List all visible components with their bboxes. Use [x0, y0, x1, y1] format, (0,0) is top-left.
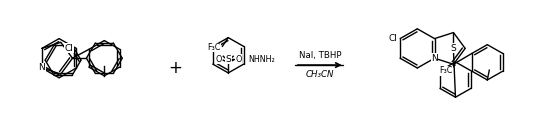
Text: CH₃CN: CH₃CN: [306, 70, 334, 79]
Text: N: N: [431, 54, 438, 63]
Text: Cl: Cl: [64, 44, 73, 53]
Text: Cl: Cl: [388, 34, 397, 43]
Text: F₃C: F₃C: [208, 43, 221, 52]
Text: +: +: [169, 59, 183, 77]
Text: N: N: [39, 64, 45, 72]
Text: F₃C: F₃C: [439, 66, 452, 75]
Text: S: S: [451, 44, 456, 53]
Text: NaI, TBHP: NaI, TBHP: [298, 51, 341, 60]
Text: S: S: [225, 55, 231, 64]
Text: O: O: [235, 55, 241, 64]
Text: O: O: [215, 55, 222, 64]
Text: NHNH₂: NHNH₂: [248, 55, 275, 64]
